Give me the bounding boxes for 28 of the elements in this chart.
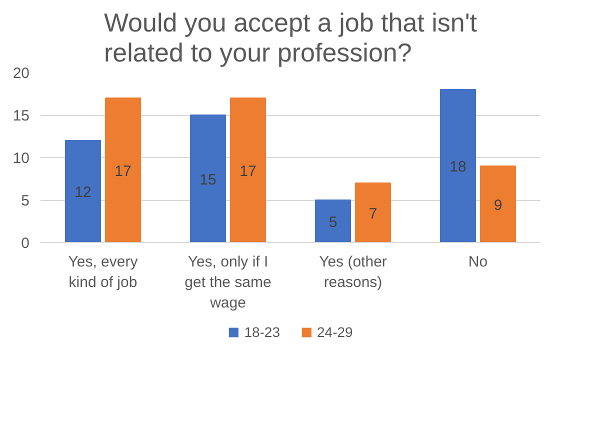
bar — [355, 182, 391, 242]
y-tick-label: 10 — [12, 150, 30, 167]
legend-label: 24-29 — [317, 324, 353, 340]
data-label: 17 — [114, 162, 132, 180]
y-tick-label: 5 — [21, 192, 30, 210]
bar — [230, 98, 266, 242]
bar — [190, 114, 226, 242]
y-tick-label: 0 — [21, 235, 30, 252]
data-label: 7 — [368, 205, 378, 222]
x-tick-label: Yes, every kind of job — [68, 254, 138, 291]
data-label: 15 — [200, 171, 216, 188]
y-tick-label: 15 — [12, 108, 30, 124]
bar — [105, 98, 141, 242]
x-tick-label: Yes (other reasons) — [319, 254, 387, 291]
x-tick-label: No — [468, 254, 488, 270]
data-label: 12 — [74, 184, 92, 201]
legend-label: 18-23 — [244, 324, 280, 340]
bar — [65, 140, 101, 242]
bar — [480, 166, 516, 242]
data-label: 18 — [450, 158, 466, 176]
y-tick-label: 20 — [12, 65, 30, 82]
bar — [440, 89, 476, 242]
x-tick-label: Yes, only if I get the same wage — [184, 254, 272, 312]
data-label: 17 — [240, 162, 256, 180]
data-label: 9 — [494, 196, 502, 214]
data-label: 5 — [328, 214, 338, 231]
bar — [315, 200, 351, 242]
chart-title: Would you accept a job that isn't related to your profession? — [104, 8, 478, 68]
